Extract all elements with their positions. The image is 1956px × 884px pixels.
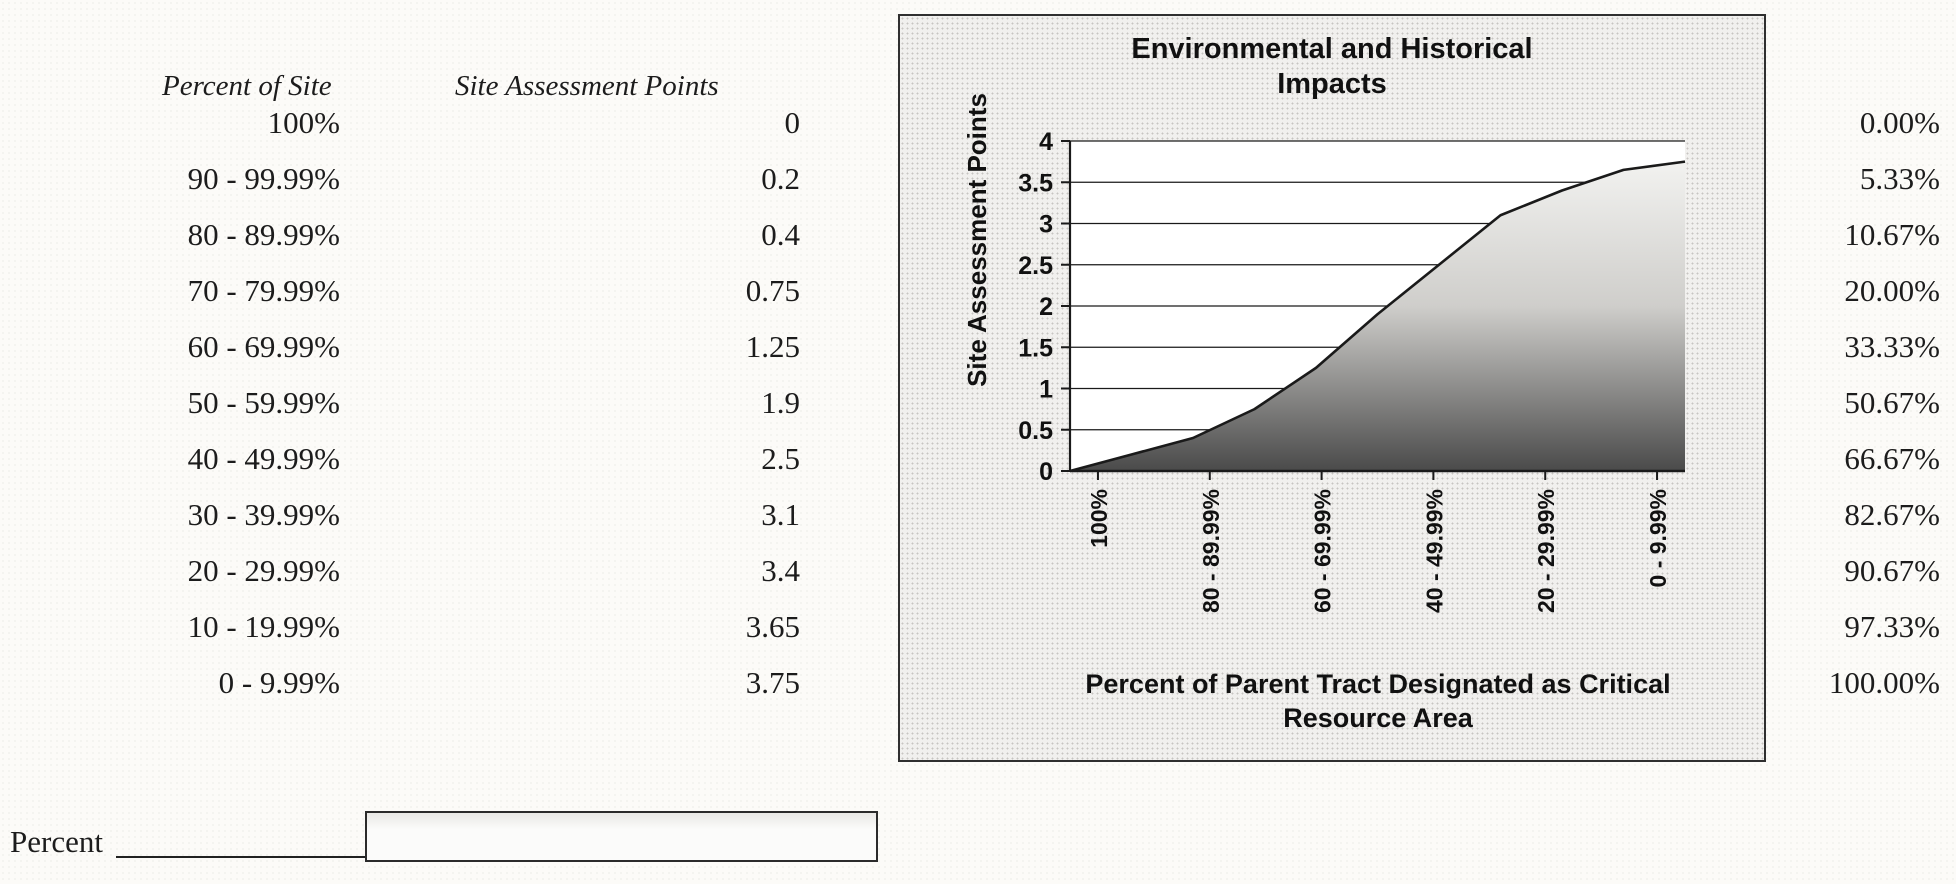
x-tick-label: 80 - 89.99%	[1198, 489, 1224, 613]
table-header-percent-of-site: Percent of Site	[162, 70, 332, 102]
y-tick-label: 1.5	[1018, 334, 1053, 362]
area-chart: 0 0.5 1 1.5 2 2.5 3 3.5 4 100% 80 - 89.99% 60 - 69.…	[1018, 128, 1686, 613]
y-tick-label: 0.5	[1018, 417, 1053, 445]
site-assessment-points-value: 0.4	[761, 217, 800, 252]
y-tick-label: 0	[1039, 458, 1053, 486]
percent-field-label: Percent	[10, 824, 103, 859]
x-tick-label: 60 - 69.99%	[1310, 489, 1336, 613]
site-assessment-points-value: 3.65	[745, 609, 800, 644]
cumulative-percent-value: 0.00%	[1859, 105, 1940, 140]
cumulative-percent-value: 66.67%	[1844, 441, 1940, 476]
site-assessment-points-value: 0.2	[761, 161, 800, 196]
percent-of-site-value: 100%	[267, 105, 340, 140]
site-assessment-points-value: 2.5	[761, 441, 800, 476]
cumulative-percent-value: 20.00%	[1844, 273, 1940, 308]
percent-of-site-value: 70 - 79.99%	[187, 273, 340, 308]
chart-x-axis-label: Percent of Parent Tract Designated as Cr…	[1085, 669, 1671, 733]
chart-title: Environmental and Historical Impacts	[1131, 33, 1533, 100]
percent-of-site-value: 90 - 99.99%	[187, 161, 340, 196]
percent-of-site-value: 0 - 9.99%	[218, 665, 340, 700]
cumulative-percent-value: 50.67%	[1844, 385, 1940, 420]
cumulative-percent-value: 90.67%	[1844, 553, 1940, 588]
site-assessment-points-value: 3.4	[761, 553, 800, 588]
cumulative-percent-value: 100.00%	[1828, 665, 1940, 700]
area-series-line	[1069, 160, 1686, 473]
y-tick-label: 3.5	[1018, 169, 1053, 197]
cumulative-percent-column: 0.00% 5.33% 10.67% 20.00% 33.33% 50.67% 66.67%…	[1772, 95, 1940, 711]
y-tick-label: 2.5	[1018, 252, 1053, 280]
percent-of-site-value: 40 - 49.99%	[187, 441, 340, 476]
cumulative-percent-value: 82.67%	[1844, 497, 1940, 532]
site-assessment-points-value: 3.1	[761, 497, 800, 532]
percent-of-site-value: 80 - 89.99%	[187, 217, 340, 252]
x-tick-label: 40 - 49.99%	[1421, 489, 1447, 613]
percent-field-rule-line	[116, 856, 366, 858]
percent-of-site-value: 50 - 59.99%	[187, 385, 340, 420]
y-tick-label: 1	[1039, 376, 1053, 404]
percent-of-site-column: 100% 90 - 99.99% 80 - 89.99% 70 - 79.99% 60 …	[95, 95, 340, 711]
site-assessment-points-value: 1.25	[745, 329, 800, 364]
cumulative-percent-value: 5.33%	[1859, 161, 1940, 196]
site-assessment-points-value: 0	[784, 105, 801, 140]
cumulative-percent-value: 10.67%	[1844, 217, 1940, 252]
percent-of-site-value: 30 - 39.99%	[187, 497, 340, 532]
site-assessment-points-value: 3.75	[745, 665, 800, 700]
percent-of-site-value: 10 - 19.99%	[187, 609, 340, 644]
x-tick-label: 0 - 9.99%	[1645, 489, 1671, 587]
y-tick-label: 3	[1039, 211, 1053, 239]
y-tick-label: 2	[1039, 293, 1053, 321]
area-series-fill	[1070, 161, 1685, 471]
cumulative-percent-value: 97.33%	[1844, 609, 1940, 644]
cumulative-percent-value: 33.33%	[1844, 329, 1940, 364]
site-assessment-points-value: 0.75	[745, 273, 800, 308]
site-assessment-points-column: 0 0.2 0.4 0.75 1.25 1.9 2.5 3.1 3.4 3.65 3.75	[555, 95, 800, 711]
percent-of-site-value: 20 - 29.99%	[187, 553, 340, 588]
percent-input[interactable]	[365, 811, 878, 862]
table-header-site-assessment-points: Site Assessment Points	[455, 70, 719, 102]
site-assessment-points-value: 1.9	[761, 385, 800, 420]
x-tick-label: 20 - 29.99%	[1533, 489, 1559, 613]
x-tick-label: 100%	[1086, 489, 1112, 548]
percent-of-site-value: 60 - 69.99%	[187, 329, 340, 364]
chart-panel: Environmental and Historical Impacts Sit…	[898, 14, 1766, 762]
y-tick-label: 4	[1039, 128, 1053, 156]
